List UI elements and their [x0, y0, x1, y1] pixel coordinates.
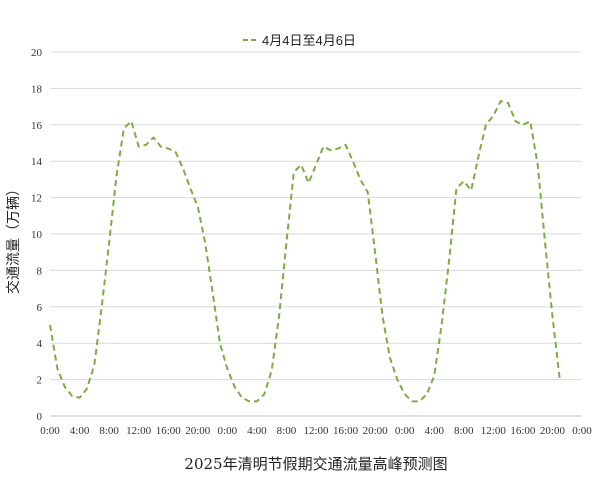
y-tick-label: 20	[31, 47, 43, 59]
x-tick-label: 8:00	[454, 425, 474, 437]
legend: 4月4日至4月6日	[243, 33, 356, 48]
x-tick-label: 0:00	[218, 425, 238, 437]
y-tick-label: 10	[31, 229, 43, 241]
y-tick-label: 8	[37, 265, 43, 277]
x-tick-labels: 0:00 4:00 8:00 12:00 16:00 20:00 0:00 4:00 8:00 1…	[40, 425, 592, 437]
y-tick-label: 12	[31, 193, 42, 205]
x-tick-label: 8:00	[99, 425, 119, 437]
y-tick-label: 14	[31, 156, 43, 168]
y-tick-label: 6	[37, 302, 43, 314]
y-tick-labels: 0 2 4 6 8 10 12 14 16 18 20	[31, 47, 43, 423]
y-tick-label: 4	[37, 338, 43, 350]
y-tick-label: 16	[31, 120, 43, 132]
x-tick-label: 12:00	[481, 425, 507, 437]
x-tick-label: 0:00	[395, 425, 415, 437]
x-tick-label: 0:00	[572, 425, 592, 437]
x-tick-label: 20:00	[363, 425, 389, 437]
legend-label: 4月4日至4月6日	[262, 33, 356, 48]
y-tick-label: 0	[37, 411, 43, 423]
x-tick-label: 16:00	[156, 425, 182, 437]
x-tick-label: 12:00	[303, 425, 329, 437]
x-tick-label: 4:00	[70, 425, 90, 437]
x-tick-label: 16:00	[333, 425, 359, 437]
series-line	[49, 100, 561, 403]
x-tick-label: 12:00	[126, 425, 152, 437]
x-tick-label: 4:00	[424, 425, 444, 437]
y-tick-label: 2	[37, 375, 43, 387]
x-tick-label: 20:00	[185, 425, 211, 437]
x-tick-label: 0:00	[40, 425, 60, 437]
gridlines	[50, 51, 582, 417]
y-axis-label: 交通流量（万辆）	[5, 182, 22, 294]
x-tick-label: 8:00	[277, 425, 297, 437]
y-tick-label: 18	[31, 83, 43, 95]
x-tick-label: 4:00	[247, 425, 267, 437]
x-tick-label: 20:00	[540, 425, 566, 437]
x-tick-label: 16:00	[510, 425, 536, 437]
x-axis-label: 2025年清明节假期交通流量高峰预测图	[184, 455, 447, 473]
